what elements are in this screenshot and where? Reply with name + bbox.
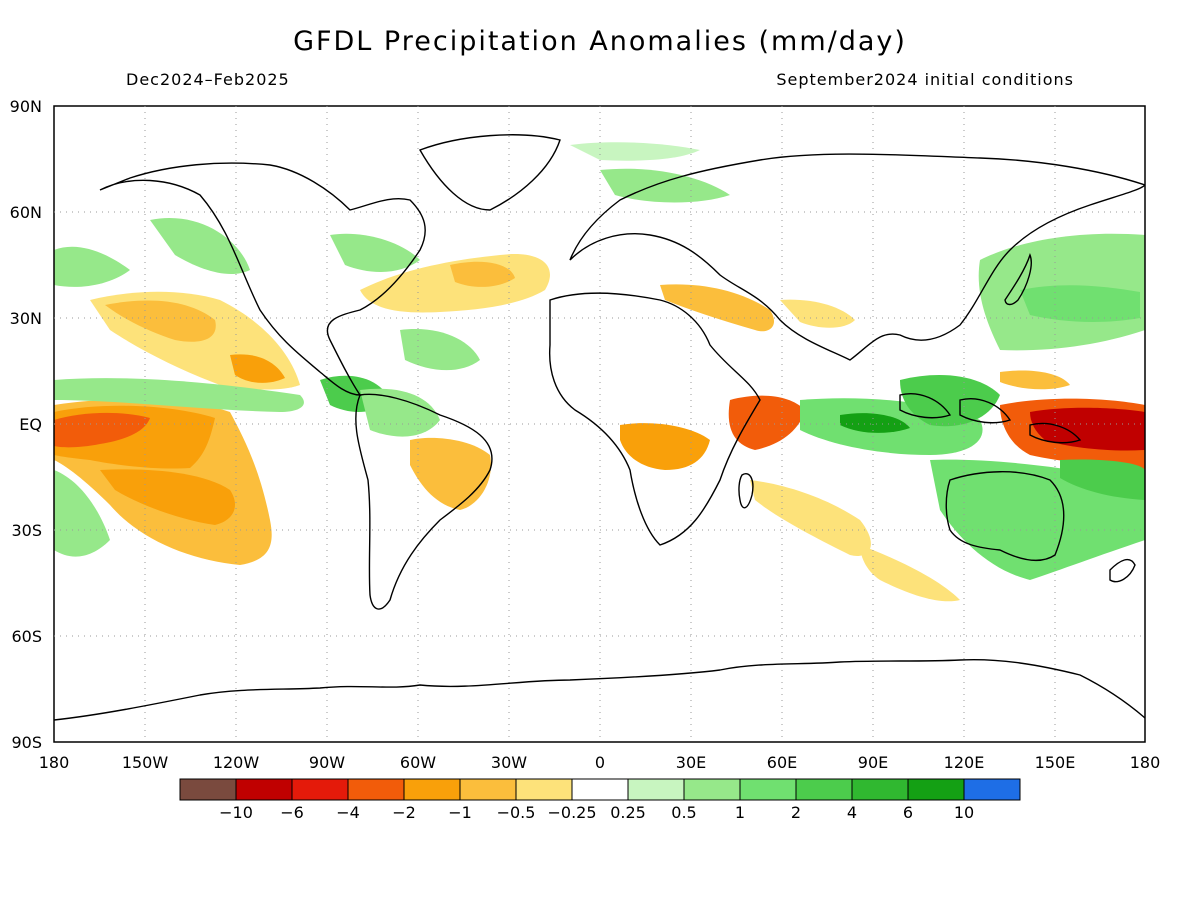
dry-anomaly-north-atlantic-core xyxy=(450,261,515,287)
lon-label: 120E xyxy=(944,753,985,772)
colorbar-label: −10 xyxy=(219,803,253,822)
colorbar-swatch xyxy=(235,778,293,801)
colorbar-swatch xyxy=(291,778,349,801)
lon-label: 30E xyxy=(676,753,706,772)
wet-anomaly-south-pacific-convergence xyxy=(1060,459,1145,500)
wet-anomaly-south-pacific xyxy=(54,470,110,557)
lon-label: 0 xyxy=(595,753,605,772)
lon-label: 60E xyxy=(767,753,797,772)
japan-coast xyxy=(1004,252,1032,306)
africa-coast xyxy=(548,292,761,546)
antarctica-coast xyxy=(54,658,1145,721)
colorbar-label: 10 xyxy=(954,803,974,822)
maritime-continent-coast xyxy=(899,393,1082,444)
coastlines xyxy=(54,134,1145,721)
lat-label: 60N xyxy=(10,203,42,222)
lon-label: 150E xyxy=(1035,753,1076,772)
colorbar-swatch xyxy=(403,778,461,801)
initial-conditions: September2024 initial conditions xyxy=(776,70,1074,89)
colorbar-labels: −10 −6 −4 −2 −1 −0.5 −0.25 0.25 0.5 1 2 … xyxy=(219,803,974,822)
lon-label: 120W xyxy=(213,753,260,772)
anomaly-shading xyxy=(54,142,1145,602)
dry-anomaly-arabian xyxy=(780,299,855,328)
lon-label: 150W xyxy=(122,753,169,772)
wet-anomaly-north-pacific-west-core xyxy=(1020,285,1140,322)
wet-anomaly-maritime-continent xyxy=(900,375,1000,427)
colorbar-swatch xyxy=(963,778,1021,801)
colorbar-swatch xyxy=(515,778,573,801)
colorbar-swatch xyxy=(347,778,405,801)
dry-anomaly-south-pacific xyxy=(100,469,235,525)
dry-anomaly-east-africa xyxy=(728,395,805,450)
wet-anomaly-eurasia xyxy=(600,168,730,203)
wet-anomaly-itcz-pacific xyxy=(54,378,304,412)
north-america-coast xyxy=(99,162,426,396)
lon-label: 60W xyxy=(400,753,436,772)
eurasia-coast xyxy=(569,153,1145,361)
lon-label: 90W xyxy=(309,753,345,772)
wet-anomaly-atlantic xyxy=(400,329,480,371)
lat-label: EQ xyxy=(19,415,42,434)
new-zealand-coast xyxy=(1109,558,1136,583)
australia-coast xyxy=(945,471,1065,562)
dry-anomaly-west-pacific-core xyxy=(1030,407,1145,451)
dry-anomaly-brazil xyxy=(410,437,491,510)
lon-label: 90E xyxy=(858,753,888,772)
dry-anomaly-southern-africa xyxy=(620,423,710,470)
dry-anomaly-hawaii xyxy=(230,354,285,383)
forecast-period: Dec2024–Feb2025 xyxy=(126,70,290,89)
graticule xyxy=(54,106,1145,742)
colorbar-label: 6 xyxy=(903,803,913,822)
colorbar-label: −0.5 xyxy=(497,803,536,822)
dry-anomaly-philippine-sea xyxy=(1000,370,1070,390)
wet-anomaly-indian-ocean-core xyxy=(840,413,910,433)
greenland-coast xyxy=(418,134,561,211)
colorbar-label: −4 xyxy=(336,803,360,822)
lat-label: 90S xyxy=(11,733,42,752)
colorbar-swatch xyxy=(683,778,741,801)
south-america-coast xyxy=(355,393,493,610)
dry-anomaly-east-pacific-strong xyxy=(54,412,150,448)
colorbar-swatch xyxy=(459,778,517,801)
colorbar-label: 0.25 xyxy=(610,803,646,822)
colorbar-swatch xyxy=(907,778,965,801)
colorbar-label: 2 xyxy=(791,803,801,822)
dry-anomaly-south-indian-ocean xyxy=(750,480,871,556)
colorbar-label: −6 xyxy=(280,803,304,822)
wet-anomaly-europe xyxy=(570,142,700,161)
dry-anomaly-mediterranean xyxy=(660,284,775,332)
colorbar-label: −1 xyxy=(448,803,472,822)
lon-label: 180 xyxy=(39,753,70,772)
colorbar xyxy=(179,778,1021,801)
map-title: GFDL Precipitation Anomalies (mm/day) xyxy=(293,26,907,57)
colorbar-swatch xyxy=(571,778,629,801)
wet-anomaly-alaska xyxy=(150,218,250,275)
colorbar-label: −0.25 xyxy=(547,803,596,822)
colorbar-label: −2 xyxy=(392,803,416,822)
colorbar-label: 1 xyxy=(735,803,745,822)
lat-label: 30N xyxy=(10,309,42,328)
colorbar-swatch xyxy=(851,778,909,801)
colorbar-swatch xyxy=(739,778,797,801)
longitude-labels: 180 150W 120W 90W 60W 30W 0 30E 60E 90E … xyxy=(39,753,1161,772)
lon-label: 30W xyxy=(491,753,527,772)
wet-anomaly-eastern-us xyxy=(330,233,420,272)
dry-anomaly-southern-ocean xyxy=(860,545,960,602)
wet-anomaly-amazon xyxy=(360,388,440,437)
lat-label: 90N xyxy=(10,97,42,116)
colorbar-swatch xyxy=(795,778,853,801)
colorbar-label: 0.5 xyxy=(671,803,696,822)
madagascar-coast xyxy=(738,473,754,509)
wet-anomaly-north-pacific xyxy=(54,246,130,287)
colorbar-label: 4 xyxy=(847,803,857,822)
latitude-labels: 90N 60N 30N EQ 30S 60S 90S xyxy=(10,97,42,752)
colorbar-swatch xyxy=(627,778,685,801)
lon-label: 180 xyxy=(1130,753,1161,772)
lat-label: 60S xyxy=(11,627,42,646)
colorbar-swatch xyxy=(179,778,237,801)
lat-label: 30S xyxy=(11,521,42,540)
dry-anomaly-north-pacific-core xyxy=(105,300,216,342)
